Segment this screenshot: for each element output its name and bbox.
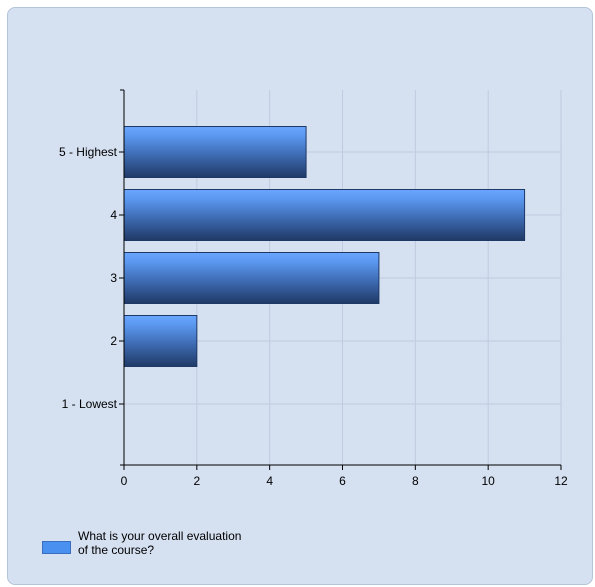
bar xyxy=(123,189,526,241)
legend-label-line2: of the course? xyxy=(78,543,155,557)
x-tick-label: 2 xyxy=(193,474,200,488)
bar xyxy=(123,126,307,178)
x-axis-labels: 0 2 4 6 8 10 12 xyxy=(121,474,568,488)
y-tick-label: 5 - Highest xyxy=(59,145,118,159)
bar xyxy=(123,252,380,304)
legend-swatch xyxy=(42,541,71,554)
x-tick-label: 6 xyxy=(339,474,346,488)
legend-label-line1: What is your overall evaluation xyxy=(78,529,242,543)
x-tick-label: 12 xyxy=(554,474,568,488)
y-axis-labels: 5 - Highest 4 3 2 1 - Lowest xyxy=(59,145,118,411)
y-tick-label: 3 xyxy=(110,271,117,285)
x-tick-label: 0 xyxy=(121,474,128,488)
x-tick-label: 8 xyxy=(412,474,419,488)
x-tick-label: 4 xyxy=(266,474,273,488)
bars xyxy=(123,126,526,367)
x-tick-label: 10 xyxy=(481,474,495,488)
legend-label: What is your overall evaluation of the c… xyxy=(78,529,298,557)
y-tick-label: 1 - Lowest xyxy=(62,397,118,411)
y-tick-label: 4 xyxy=(110,208,117,222)
y-tick-label: 2 xyxy=(110,334,117,348)
bar xyxy=(123,315,198,367)
axes xyxy=(119,89,562,470)
